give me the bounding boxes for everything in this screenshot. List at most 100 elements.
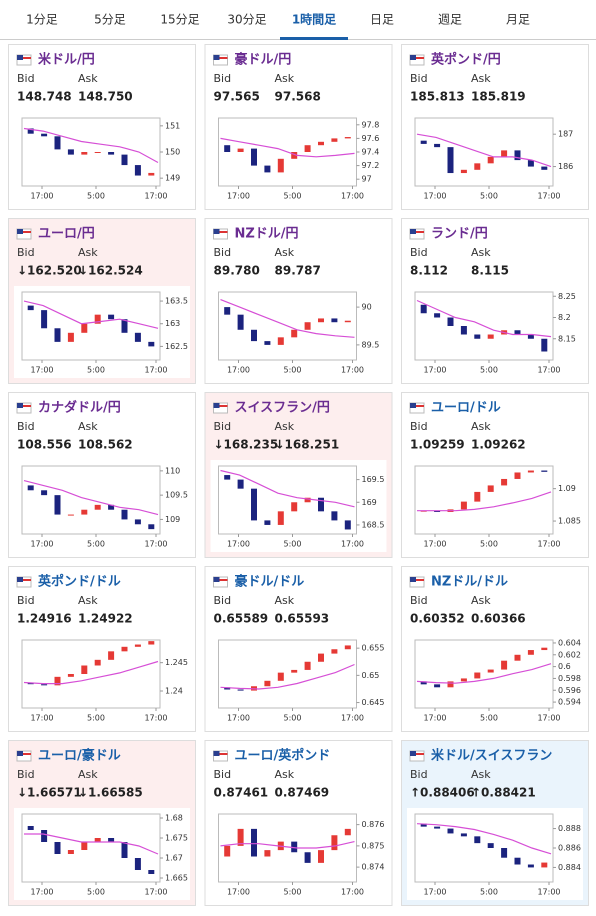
candle: [67, 850, 74, 854]
bid-label: Bid: [214, 594, 232, 607]
candle: [434, 313, 441, 318]
y-tick-label: 149: [165, 174, 180, 183]
y-tick-label: 90: [362, 303, 372, 312]
flag-icon-canton: [213, 229, 220, 234]
candle: [344, 645, 351, 650]
candle: [474, 163, 481, 170]
candle: [527, 160, 534, 167]
y-tick-label: 1.09: [558, 484, 576, 493]
y-tick-label: 187: [558, 130, 573, 139]
tab[interactable]: 1分足: [26, 13, 58, 27]
tab[interactable]: 15分足: [160, 13, 199, 27]
candle: [527, 470, 534, 473]
candle: [94, 314, 101, 324]
x-tick-label: 17:00: [423, 888, 446, 897]
candle: [81, 323, 88, 333]
candle: [251, 488, 257, 521]
candle: [67, 332, 74, 342]
x-tick-label: 17:00: [227, 714, 250, 723]
x-tick-label: 17:00: [30, 366, 53, 375]
moving-average: [416, 663, 552, 684]
x-tick-label: 5:00: [284, 366, 302, 375]
moving-average: [220, 299, 355, 338]
y-tick-label: 1.085: [558, 517, 581, 526]
y-tick-label: 8.15: [558, 334, 576, 343]
ask-label: Ask: [78, 594, 98, 607]
x-tick-label: 5:00: [87, 888, 105, 897]
y-tick-label: 0.888: [558, 824, 581, 833]
pair-name: ランド/円: [431, 227, 488, 242]
ask-value: 8.115: [471, 264, 509, 278]
candle: [318, 850, 324, 863]
candle: [304, 661, 311, 670]
y-tick-label: 163: [165, 319, 180, 328]
candle: [331, 138, 338, 142]
y-tick-label: 0.602: [558, 650, 581, 659]
candle: [344, 320, 351, 323]
pair-name: 米ドル/円: [38, 52, 95, 68]
x-tick-label: 5:00: [284, 540, 302, 549]
tab[interactable]: 月足: [506, 13, 530, 27]
candle: [264, 520, 271, 525]
flag-icon-stripe: [416, 579, 424, 581]
candle: [447, 828, 454, 834]
candle: [487, 485, 494, 492]
candle: [264, 850, 271, 857]
flag-icon-stripe: [219, 231, 228, 233]
ask-label: Ask: [275, 768, 295, 781]
y-tick-label: 162.5: [165, 342, 188, 351]
y-tick-label: 150: [165, 148, 180, 157]
bid-value: 185.813: [410, 90, 465, 104]
ask-value: ↓162.524: [78, 264, 143, 278]
tab[interactable]: 30分足: [227, 13, 266, 27]
tab[interactable]: 1時間足: [292, 12, 336, 27]
x-tick-label: 17:00: [144, 714, 167, 723]
candle: [224, 475, 231, 480]
x-tick-label: 17:00: [144, 366, 167, 375]
candle: [304, 322, 311, 330]
bid-value: 1.24916: [17, 612, 72, 626]
candle: [148, 870, 155, 874]
tab[interactable]: 5分足: [94, 13, 126, 27]
candle: [291, 329, 298, 338]
candle: [237, 479, 244, 489]
candle: [148, 524, 155, 530]
tab[interactable]: 週足: [438, 13, 462, 27]
moving-average: [417, 491, 552, 512]
candle: [501, 660, 508, 670]
ask-label: Ask: [78, 246, 98, 259]
flag-icon-stripe: [23, 405, 31, 407]
flag-icon-stripe: [23, 753, 31, 755]
candle: [527, 334, 534, 339]
y-tick-label: 8.2: [558, 313, 571, 322]
candle: [264, 680, 271, 687]
y-tick-label: 0.886: [558, 844, 581, 853]
candle: [304, 852, 311, 863]
candle: [434, 510, 441, 512]
pair-name: スイスフラン/円: [235, 401, 330, 416]
tab[interactable]: 日足: [370, 13, 394, 27]
ask-label: Ask: [471, 72, 491, 85]
candle: [81, 509, 88, 515]
moving-average: [220, 137, 355, 158]
x-tick-label: 17:00: [537, 192, 560, 201]
ask-value: 97.568: [275, 90, 321, 104]
bid-label: Bid: [410, 768, 428, 781]
active-tab-underline: [280, 37, 348, 40]
